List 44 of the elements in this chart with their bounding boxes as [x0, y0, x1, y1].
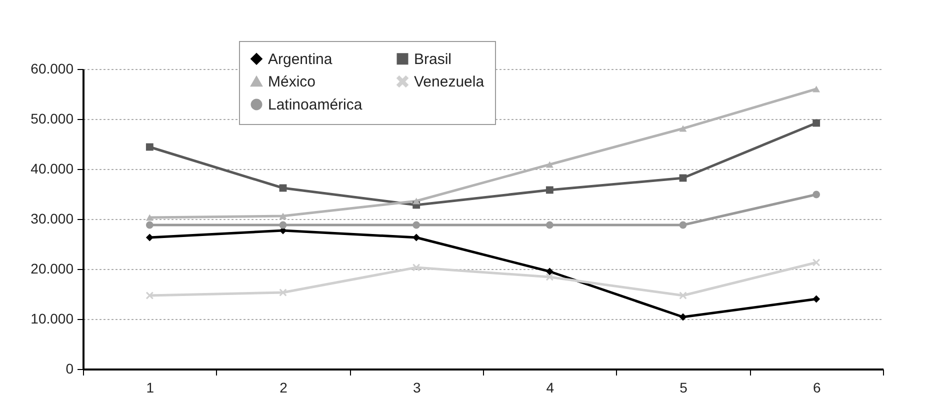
point	[812, 119, 820, 127]
point	[679, 313, 687, 321]
y-tick-label: 30.000	[30, 210, 74, 226]
point	[812, 86, 820, 92]
point	[146, 221, 154, 229]
y-tick-label: 50.000	[30, 110, 74, 126]
point	[546, 273, 554, 281]
x-tick-label: 2	[280, 380, 288, 396]
y-tick-label: 60.000	[30, 60, 74, 76]
point	[279, 212, 287, 220]
x-tick-label: 3	[412, 380, 421, 396]
point	[279, 221, 287, 229]
y-tick-label: 20.000	[30, 260, 74, 276]
legend-label: Venezuela	[414, 74, 485, 90]
point	[812, 190, 820, 198]
legend-label: Brasil	[414, 50, 452, 68]
x-tick-label: 1	[146, 380, 154, 396]
point	[546, 186, 554, 194]
point	[812, 295, 820, 303]
x-tick-label: 4	[546, 380, 554, 396]
point	[412, 198, 420, 204]
legend-label: Latinoamérica	[268, 96, 363, 114]
point	[146, 234, 154, 242]
point	[146, 214, 154, 221]
y-tick-label: 40.000	[30, 160, 74, 176]
legend-label: Argentina	[268, 50, 333, 68]
point	[412, 234, 420, 242]
x-tick-label: 6	[812, 380, 821, 396]
point	[412, 221, 420, 229]
point	[279, 288, 287, 296]
point	[812, 258, 820, 266]
y-tick-label: 0	[66, 360, 74, 376]
y-tick-label: 10.000	[30, 310, 74, 326]
x-tick-label: 5	[680, 380, 688, 396]
point	[412, 264, 420, 272]
point	[679, 125, 687, 132]
point	[679, 292, 687, 300]
point	[546, 221, 554, 229]
legend-label: México	[268, 74, 316, 90]
point	[146, 292, 154, 300]
point	[546, 161, 554, 168]
point	[546, 268, 554, 276]
point	[679, 221, 687, 229]
point	[146, 143, 154, 151]
